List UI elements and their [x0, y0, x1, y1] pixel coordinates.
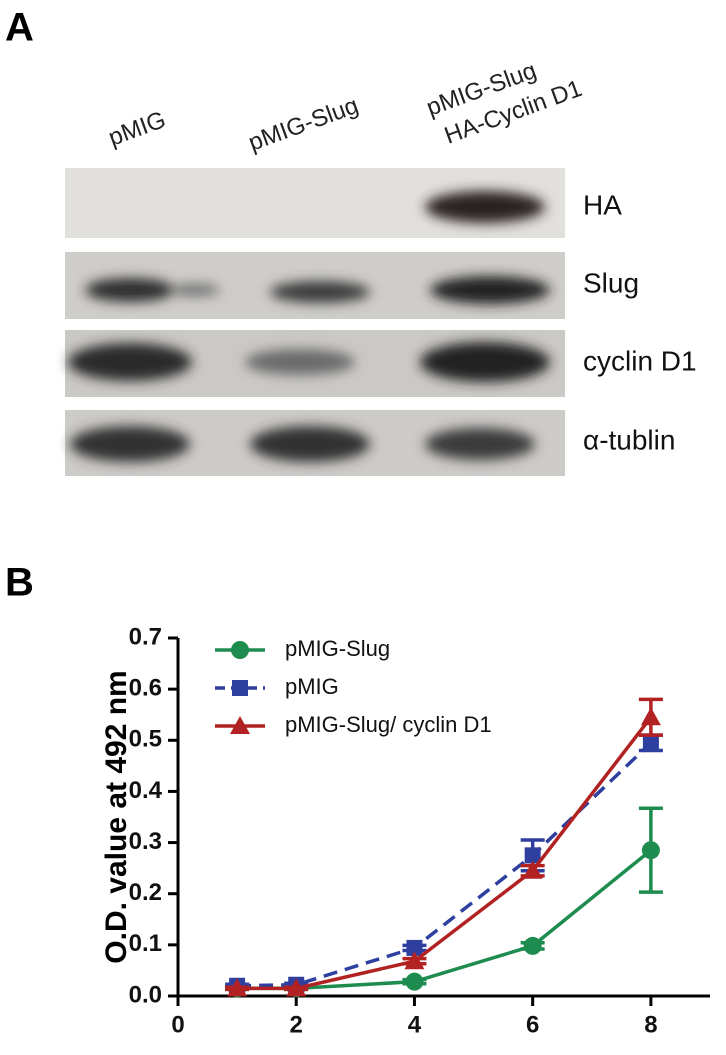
y-tick-label: 0.4	[129, 777, 163, 804]
marker	[231, 641, 249, 659]
lane-label: pMIG	[105, 106, 169, 151]
panel-label: B	[5, 561, 34, 605]
y-tick-label: 0.2	[129, 879, 162, 906]
marker	[524, 847, 541, 864]
band	[270, 281, 370, 303]
x-tick-label: 2	[290, 1011, 303, 1038]
marker	[232, 680, 248, 696]
marker	[404, 951, 425, 970]
row-label: HA	[583, 189, 622, 220]
marker	[227, 978, 248, 997]
line	[237, 716, 653, 991]
band	[170, 284, 220, 296]
marker	[522, 860, 543, 879]
band	[68, 343, 192, 381]
legend-label: pMIG	[285, 674, 339, 699]
row-label: Slug	[583, 267, 639, 298]
series	[225, 806, 663, 998]
marker	[641, 841, 660, 860]
marker	[642, 734, 659, 751]
line	[237, 741, 653, 988]
x-tick-label: 8	[644, 1011, 657, 1038]
y-tick-label: 0.1	[129, 930, 162, 957]
band	[245, 349, 355, 375]
panel-label: A	[5, 6, 34, 50]
line	[237, 848, 652, 991]
row-label: α-tublin	[583, 424, 675, 455]
y-axis-label: O.D. value at 492 nm	[100, 670, 133, 963]
y-tick-label: 0.3	[129, 828, 162, 855]
legend-label: pMIG-Slug/ cyclin D1	[285, 712, 492, 737]
band	[250, 426, 370, 462]
x-tick-label: 0	[171, 1011, 184, 1038]
band	[430, 276, 550, 304]
marker	[286, 978, 307, 997]
band	[420, 342, 550, 382]
band	[70, 426, 190, 462]
series	[225, 697, 663, 997]
legend-label: pMIG-Slug	[285, 636, 390, 661]
marker	[405, 972, 424, 991]
band	[425, 191, 545, 223]
lane-label: pMIG-Slug	[245, 92, 362, 157]
y-tick-label: 0.5	[129, 726, 162, 753]
band	[85, 278, 175, 302]
y-tick-label: 0.0	[129, 981, 162, 1008]
series	[225, 733, 663, 994]
y-tick-label: 0.7	[129, 623, 162, 650]
marker	[230, 716, 250, 734]
x-tick-label: 6	[526, 1011, 539, 1038]
band	[425, 428, 535, 460]
marker	[523, 936, 542, 955]
marker	[640, 707, 661, 726]
row-label: cyclin D1	[583, 345, 697, 376]
x-tick-label: 4	[408, 1011, 422, 1038]
blot	[65, 168, 565, 476]
y-tick-label: 0.6	[129, 674, 162, 701]
marker	[406, 939, 423, 956]
